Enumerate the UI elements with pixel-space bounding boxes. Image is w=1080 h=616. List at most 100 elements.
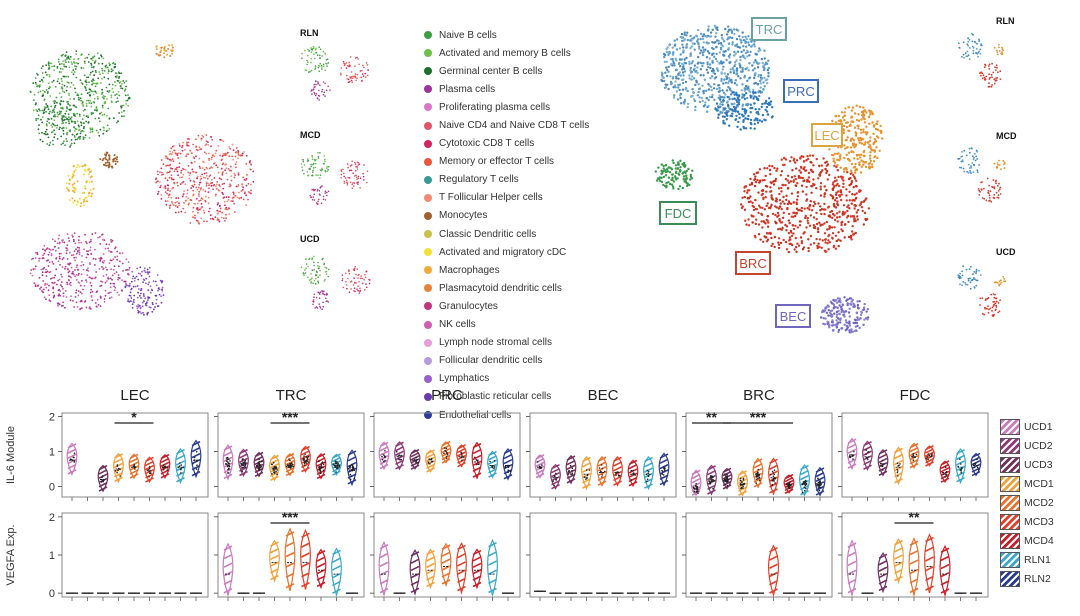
- umap-point: [68, 179, 71, 182]
- umap-point: [321, 68, 323, 70]
- data-point: [260, 460, 263, 463]
- umap-point: [321, 290, 323, 292]
- panel-title: TRC: [276, 387, 307, 404]
- umap-point: [88, 102, 91, 104]
- data-point: [273, 472, 276, 474]
- umap-point: [208, 167, 211, 170]
- umap-point: [104, 162, 107, 164]
- umap-point: [825, 189, 828, 192]
- violin-hatch: [129, 465, 139, 471]
- umap-point: [246, 174, 248, 176]
- umap-point: [708, 52, 711, 55]
- umap-point: [988, 78, 991, 80]
- umap-point: [857, 124, 860, 128]
- umap-point: [83, 248, 85, 251]
- umap-point: [743, 190, 746, 193]
- umap-point: [318, 46, 321, 48]
- umap-point: [664, 71, 667, 74]
- umap-point: [1001, 46, 1003, 49]
- umap-point: [70, 116, 73, 119]
- umap-point: [859, 156, 862, 159]
- umap-point: [992, 315, 995, 318]
- violin-RLN1: [175, 447, 186, 485]
- umap-point: [809, 243, 812, 246]
- umap-point: [160, 198, 163, 200]
- umap-point: [89, 73, 91, 76]
- umap-point: [729, 71, 732, 74]
- umap-point: [675, 48, 679, 51]
- umap-point: [961, 56, 963, 58]
- umap-point: [155, 45, 158, 48]
- umap-point: [972, 52, 975, 55]
- umap-point: [848, 320, 851, 323]
- umap-point: [746, 191, 749, 194]
- umap-point: [233, 202, 236, 205]
- umap-point: [315, 51, 318, 54]
- violin-hatch: [254, 451, 264, 458]
- umap-point: [323, 155, 326, 157]
- umap-point: [128, 266, 131, 269]
- umap-point: [823, 232, 827, 235]
- umap-point: [763, 57, 766, 60]
- umap-point: [61, 285, 63, 288]
- umap-point: [846, 146, 849, 149]
- umap-point: [792, 215, 795, 218]
- umap-point: [782, 184, 785, 187]
- umap-point: [724, 81, 728, 85]
- umap-point: [57, 78, 60, 80]
- umap-point: [171, 52, 173, 55]
- umap-point: [182, 173, 185, 176]
- umap-point: [171, 202, 174, 205]
- umap-point: [91, 233, 94, 236]
- umap-point: [763, 102, 766, 105]
- umap-point: [747, 88, 751, 92]
- umap-point: [68, 270, 71, 273]
- umap-point: [757, 233, 761, 236]
- umap-point: [785, 198, 788, 202]
- umap-point: [91, 127, 93, 130]
- umap-point: [842, 129, 845, 132]
- umap-point: [186, 141, 188, 144]
- umap-point: [842, 131, 845, 135]
- umap-point: [740, 41, 743, 44]
- umap-point: [85, 89, 87, 91]
- umap-point: [668, 44, 671, 47]
- umap-point: [75, 273, 78, 276]
- legend-label: Lymphatics: [439, 373, 490, 385]
- umap-point: [226, 178, 229, 181]
- umap-point: [326, 167, 328, 169]
- umap-point: [48, 284, 50, 287]
- umap-point: [204, 190, 207, 193]
- umap-point: [74, 91, 77, 94]
- umap-point: [710, 95, 714, 99]
- umap-point: [99, 128, 102, 131]
- umap-point: [29, 90, 32, 93]
- umap-point: [998, 159, 1000, 162]
- umap-point: [304, 269, 306, 271]
- umap-point: [770, 197, 774, 200]
- umap-point: [350, 164, 353, 166]
- umap-point: [865, 316, 868, 320]
- umap-point: [701, 46, 705, 49]
- umap-point: [63, 84, 66, 87]
- umap-point: [834, 323, 837, 327]
- umap-point: [978, 194, 981, 196]
- umap-point: [356, 77, 358, 80]
- legend-dot-icon: [424, 248, 432, 257]
- umap-point: [863, 318, 866, 321]
- umap-point: [87, 121, 90, 124]
- umap-point: [847, 235, 851, 239]
- data-point: [244, 459, 247, 462]
- umap-point: [42, 248, 44, 251]
- umap-point: [75, 292, 77, 294]
- umap-point: [225, 167, 228, 170]
- umap-point: [234, 151, 237, 154]
- umap-point: [787, 250, 791, 254]
- violin-hatch: [129, 469, 139, 475]
- umap-point: [69, 117, 72, 120]
- umap-point: [189, 179, 192, 182]
- umap-point: [655, 179, 659, 182]
- umap-point: [237, 184, 240, 186]
- umap-point: [993, 46, 996, 49]
- umap-point: [837, 321, 840, 324]
